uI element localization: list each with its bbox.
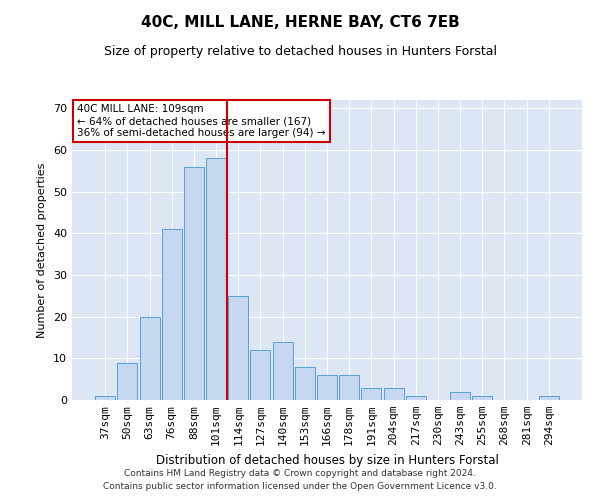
Text: Contains public sector information licensed under the Open Government Licence v3: Contains public sector information licen… [103, 482, 497, 491]
Y-axis label: Number of detached properties: Number of detached properties [37, 162, 47, 338]
Bar [272, 342, 293, 400]
Bar [250, 350, 271, 400]
Bar [118, 362, 137, 400]
Bar [184, 166, 204, 400]
Bar [228, 296, 248, 400]
Bar [339, 375, 359, 400]
Bar [206, 158, 226, 400]
Bar [472, 396, 492, 400]
Text: 40C, MILL LANE, HERNE BAY, CT6 7EB: 40C, MILL LANE, HERNE BAY, CT6 7EB [140, 15, 460, 30]
Bar [162, 229, 182, 400]
X-axis label: Distribution of detached houses by size in Hunters Forstal: Distribution of detached houses by size … [155, 454, 499, 466]
Text: Size of property relative to detached houses in Hunters Forstal: Size of property relative to detached ho… [104, 45, 497, 58]
Bar [95, 396, 115, 400]
Bar [539, 396, 559, 400]
Text: Contains HM Land Registry data © Crown copyright and database right 2024.: Contains HM Land Registry data © Crown c… [124, 468, 476, 477]
Bar [406, 396, 426, 400]
Text: 40C MILL LANE: 109sqm
← 64% of detached houses are smaller (167)
36% of semi-det: 40C MILL LANE: 109sqm ← 64% of detached … [77, 104, 326, 138]
Bar [140, 316, 160, 400]
Bar [383, 388, 404, 400]
Bar [361, 388, 382, 400]
Bar [317, 375, 337, 400]
Bar [450, 392, 470, 400]
Bar [295, 366, 315, 400]
